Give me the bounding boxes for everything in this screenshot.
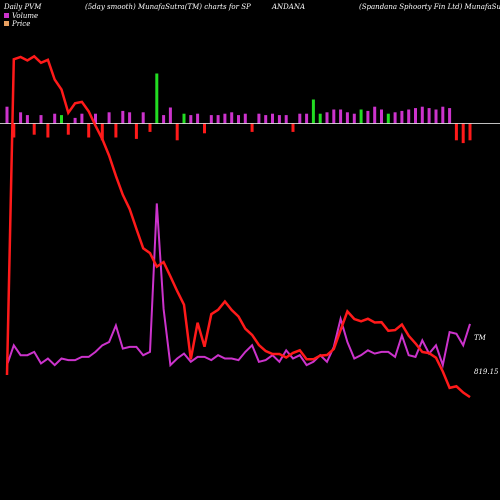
pvm-bar [400, 110, 404, 124]
pvm-bar [107, 112, 111, 124]
pvm-bar [162, 115, 166, 124]
price-end-label: 819.15 [474, 368, 499, 376]
pvm-bar [87, 123, 91, 138]
pvm-bar [66, 123, 70, 135]
pvm-bar [311, 99, 315, 124]
pvm-bar [53, 113, 57, 124]
pvm-bar [12, 123, 16, 138]
pvm-bar [359, 109, 363, 124]
pvm-bar [141, 112, 145, 124]
pvm-bar [339, 109, 343, 124]
pvm-bar [73, 117, 77, 124]
pvm-bar [257, 113, 261, 124]
header-center: ANDANA [271, 3, 305, 11]
pvm-bar [128, 112, 132, 124]
pvm-bar [366, 110, 370, 124]
pvm-bar [39, 115, 43, 124]
pvm-bars [5, 73, 472, 144]
pvm-bar [203, 123, 206, 134]
pvm-bar [196, 113, 200, 124]
pvm-bar [32, 123, 36, 135]
pvm-bar [25, 115, 29, 124]
pvm-bar [168, 107, 172, 124]
pvm-bar [393, 112, 397, 124]
pvm-bar [19, 112, 23, 124]
pvm-bar [291, 123, 295, 132]
pvm-bar [5, 106, 9, 124]
legend-swatch-volume [4, 13, 9, 18]
pvm-bar [271, 113, 274, 124]
pvm-bar [80, 113, 84, 124]
pvm-bar [264, 115, 268, 124]
pvm-bar [223, 113, 227, 124]
pvm-bar [386, 113, 390, 124]
price-line [5, 54, 471, 399]
pvm-bar [434, 109, 438, 124]
pvm-bar [441, 106, 445, 124]
pvm-bar [60, 115, 63, 124]
pvm-bar [407, 109, 411, 124]
pvm-bar [189, 115, 193, 124]
pvm-bar [134, 123, 138, 139]
legend-swatch-price [4, 21, 9, 26]
pvm-bar [414, 108, 417, 124]
pvm-bar [305, 113, 309, 124]
pvm-bar [420, 106, 424, 124]
pvm-bar [448, 108, 452, 124]
pvm-bar [352, 113, 356, 124]
pvm-bar [454, 123, 458, 141]
header-left: Daily PVM [3, 3, 42, 11]
pvm-bar [380, 109, 383, 124]
pvm-line [6, 203, 471, 369]
pvm-bar [182, 113, 186, 124]
header-center-left: (5day smooth) MunafaSutra(TM) charts for… [85, 3, 251, 11]
pvm-bar [175, 123, 179, 141]
pvm-bar [209, 115, 213, 124]
pvm-bar [284, 115, 288, 124]
pvm-bar [155, 73, 159, 124]
pvm-bar [332, 109, 336, 124]
pvm-bar [427, 108, 431, 124]
pvm-bar [468, 123, 472, 141]
pvm-bar [298, 113, 302, 124]
pvm-bar [277, 115, 281, 124]
pvm-bar [345, 112, 349, 124]
pvm-bar [243, 113, 247, 124]
pvm-bar [318, 113, 322, 124]
pvm-bar [216, 115, 220, 124]
pvm-bar [148, 123, 152, 132]
pvm-bar [250, 123, 254, 132]
pvm-bar [237, 115, 240, 124]
pvm-bar [121, 110, 125, 124]
pvm-end-label: TM [474, 334, 487, 342]
legend-label-price: Price [11, 20, 30, 28]
legend-label-volume: Volume [12, 12, 38, 20]
header-right: (Spandana Sphoorty Fin Ltd) MunafaSutra.… [359, 3, 500, 11]
pvm-bar [230, 112, 234, 124]
pvm-bar [461, 123, 465, 144]
pvm-bar [46, 123, 50, 138]
pvm-bar [100, 123, 104, 141]
pvm-bar [94, 113, 97, 124]
pvm-bar [325, 112, 329, 124]
pvm-bar [114, 123, 118, 138]
pvm-bar [373, 106, 377, 124]
